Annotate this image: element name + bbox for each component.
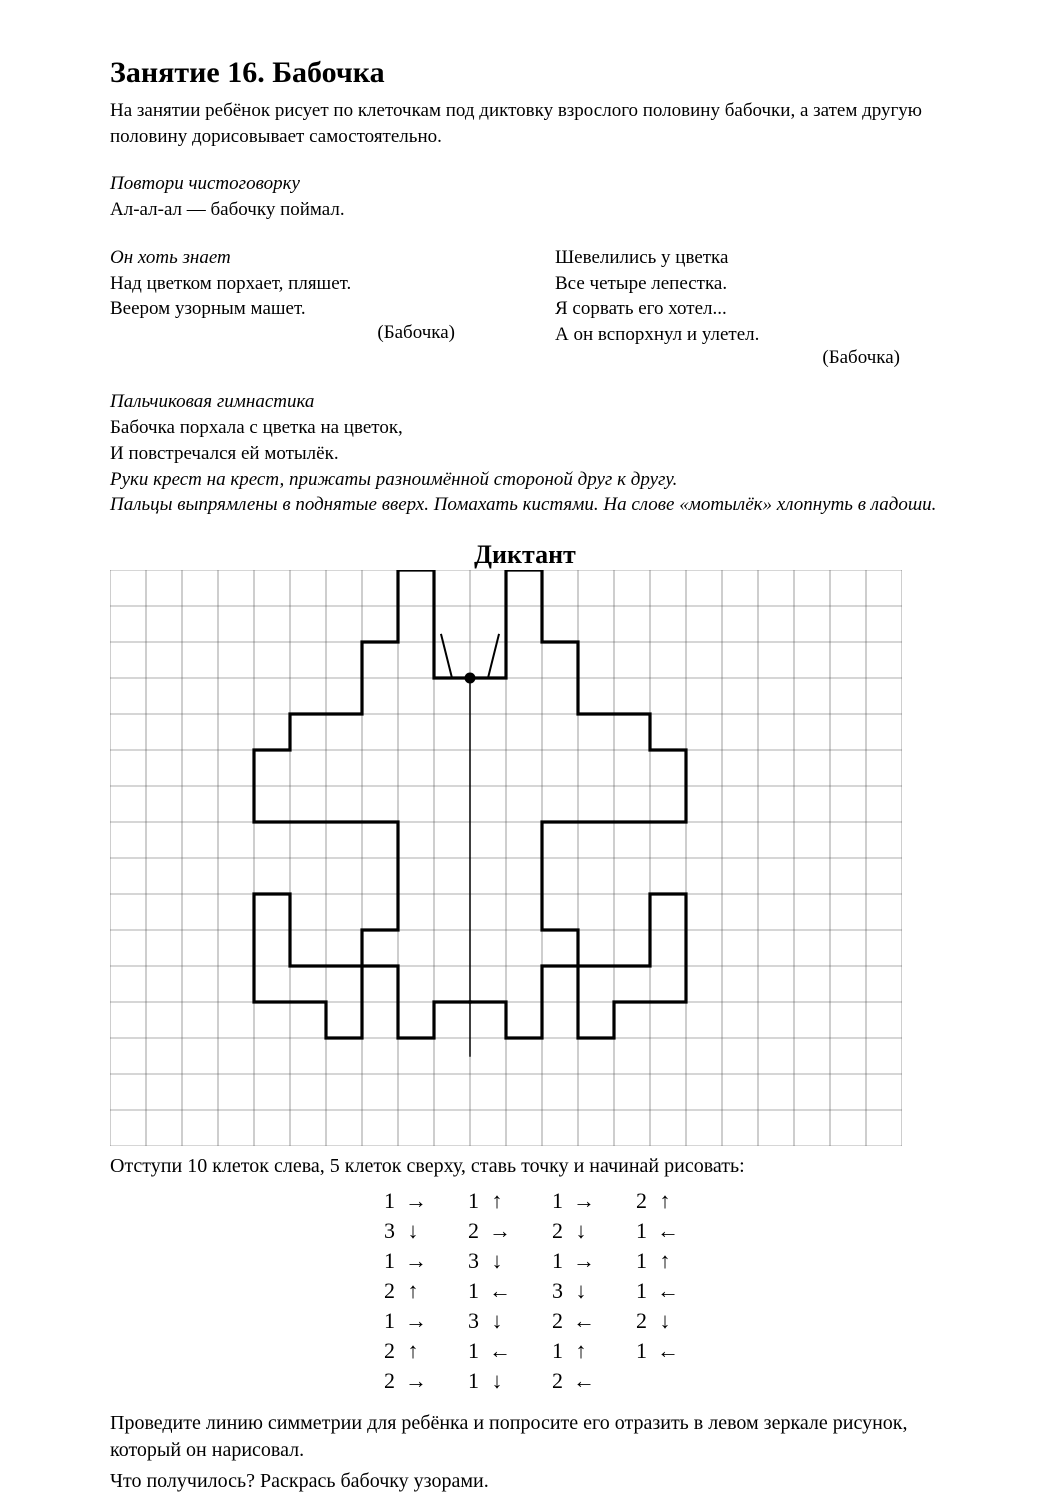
- step-cell: 1→: [357, 1246, 441, 1276]
- step-cell: 2→: [357, 1366, 441, 1396]
- tongue-line: Ал-ал-ал — бабочку поймал.: [110, 197, 940, 223]
- step-cell: 2↑: [357, 1276, 441, 1306]
- step-cell: 1←: [441, 1336, 525, 1366]
- steps-row: 1→3↓1→1↑: [357, 1246, 693, 1276]
- riddle-answer: (Бабочка): [555, 347, 940, 369]
- riddle-answer: (Бабочка): [110, 322, 495, 344]
- step-cell: [609, 1366, 693, 1396]
- step-cell: 1↑: [441, 1186, 525, 1216]
- gym-line: Бабочка порхала с цветка на цветок,: [110, 415, 940, 441]
- gym-instr: Пальцы выпрямлены в поднятые вверх. Пома…: [110, 492, 940, 518]
- steps-row: 3↓2→2↓1←: [357, 1216, 693, 1246]
- grid-instruction: Отступи 10 клеток слева, 5 клеток сверху…: [110, 1155, 940, 1178]
- footer-line: Проведите линию симметрии для ребёнка и …: [110, 1410, 940, 1464]
- step-cell: 1←: [441, 1276, 525, 1306]
- intro-text: На занятии ребёнок рисует по клеточкам п…: [110, 98, 940, 149]
- steps-row: 2↑1←3↓1←: [357, 1276, 693, 1306]
- riddle-line: Над цветком порхает, пляшет.: [110, 271, 495, 297]
- step-cell: 1→: [525, 1186, 609, 1216]
- step-cell: 2←: [525, 1366, 609, 1396]
- riddle-line: Веером узорным машет.: [110, 296, 495, 322]
- step-cell: 2↑: [357, 1336, 441, 1366]
- step-cell: 1↓: [441, 1366, 525, 1396]
- page-title: Занятие 16. Бабочка: [110, 56, 940, 90]
- step-cell: 2→: [441, 1216, 525, 1246]
- riddle-line: А он вспорхнул и улетел.: [555, 322, 940, 348]
- riddle-line: Я сорвать его хотел...: [555, 296, 940, 322]
- footer-line: Что получилось? Раскрась бабочку узорами…: [110, 1468, 940, 1495]
- riddle-line: Шевелились у цветка: [555, 245, 940, 271]
- step-cell: 3↓: [525, 1276, 609, 1306]
- diktant-title: Диктант: [110, 540, 940, 570]
- step-cell: 1↑: [525, 1336, 609, 1366]
- gym-line: И повстречался ей мотылёк.: [110, 441, 940, 467]
- riddles-row: Он хоть знает Над цветком порхает, пляше…: [110, 245, 940, 370]
- steps-row: 1→1↑1→2↑: [357, 1186, 693, 1216]
- step-cell: 2↓: [609, 1306, 693, 1336]
- tongue-twister-block: Повтори чистоговорку Ал-ал-ал — бабочку …: [110, 173, 940, 223]
- section-label: Повтори чистоговорку: [110, 173, 940, 195]
- steps-row: 2→1↓2←: [357, 1366, 693, 1396]
- step-cell: 2↓: [525, 1216, 609, 1246]
- riddle-line: Все четыре лепестка.: [555, 271, 940, 297]
- step-cell: 1→: [357, 1186, 441, 1216]
- step-cell: 1←: [609, 1276, 693, 1306]
- steps-row: 1→3↓2←2↓: [357, 1306, 693, 1336]
- step-cell: 3↓: [441, 1306, 525, 1336]
- step-cell: 3↓: [441, 1246, 525, 1276]
- riddle-line: Он хоть знает: [110, 245, 495, 271]
- worksheet-page: Занятие 16. Бабочка На занятии ребёнок р…: [0, 0, 1050, 1485]
- grid-drawing: [110, 570, 940, 1151]
- step-cell: 2←: [525, 1306, 609, 1336]
- steps-table: 1→1↑1→2↑3↓2→2↓1←1→3↓1→1↑2↑1←3↓1←1→3↓2←2↓…: [357, 1186, 693, 1396]
- butterfly-grid-svg: [110, 570, 902, 1146]
- step-cell: 3↓: [357, 1216, 441, 1246]
- step-cell: 1→: [357, 1306, 441, 1336]
- step-cell: 1←: [609, 1336, 693, 1366]
- riddle-right: Шевелились у цветка Все четыре лепестка.…: [555, 245, 940, 370]
- step-cell: 1→: [525, 1246, 609, 1276]
- step-cell: 1←: [609, 1216, 693, 1246]
- section-label: Пальчиковая гимнастика: [110, 391, 940, 413]
- gymnastics-block: Пальчиковая гимнастика Бабочка порхала с…: [110, 391, 940, 518]
- step-cell: 1↑: [609, 1246, 693, 1276]
- gym-instr: Руки крест на крест, прижаты разноимённо…: [110, 467, 940, 493]
- step-cell: 2↑: [609, 1186, 693, 1216]
- riddle-left: Он хоть знает Над цветком порхает, пляше…: [110, 245, 495, 370]
- steps-row: 2↑1←1↑1←: [357, 1336, 693, 1366]
